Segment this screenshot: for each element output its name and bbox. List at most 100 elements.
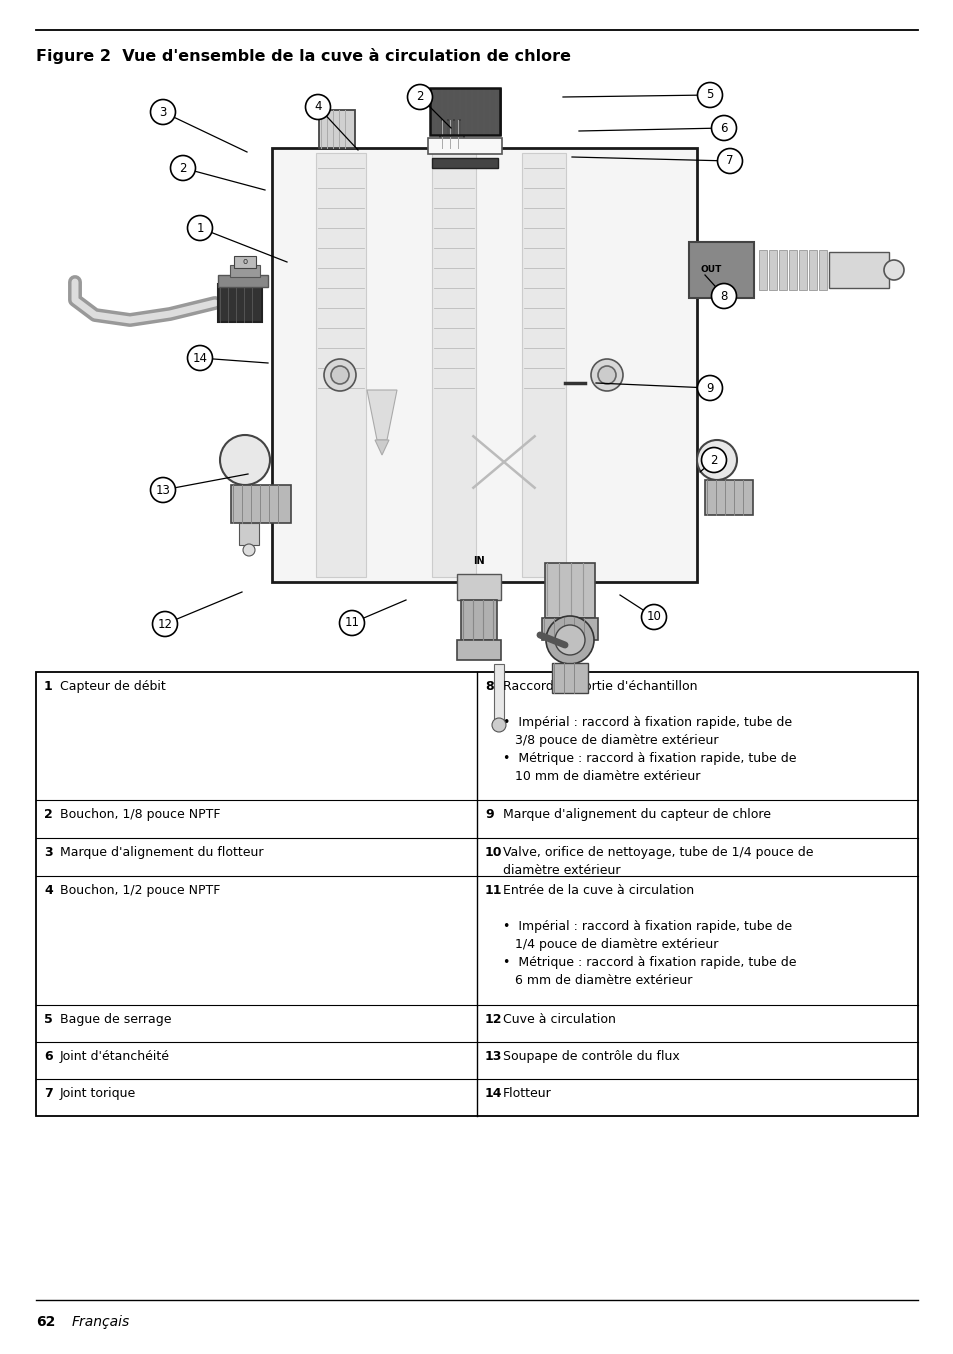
Text: Raccord de sortie d'échantillon

•  Impérial : raccord à fixation rapide, tube d: Raccord de sortie d'échantillon • Impéri…: [502, 680, 796, 783]
Bar: [218, 275, 268, 287]
Circle shape: [545, 616, 594, 663]
Circle shape: [590, 359, 622, 391]
Text: Français: Français: [71, 1315, 131, 1330]
Text: Flotteur: Flotteur: [502, 1087, 551, 1099]
Bar: [218, 284, 262, 322]
Circle shape: [711, 283, 736, 309]
Text: 1: 1: [196, 222, 204, 234]
Text: 10: 10: [646, 611, 660, 623]
Text: 9: 9: [705, 382, 713, 394]
Circle shape: [640, 604, 666, 630]
Text: Marque d'alignement du capteur de chlore: Marque d'alignement du capteur de chlore: [502, 808, 770, 821]
Circle shape: [717, 149, 741, 173]
Text: Valve, orifice de nettoyage, tube de 1/4 pouce de
diamètre extérieur: Valve, orifice de nettoyage, tube de 1/4…: [502, 846, 813, 877]
Circle shape: [151, 478, 175, 502]
Text: 6: 6: [720, 122, 727, 134]
Polygon shape: [367, 390, 396, 440]
Bar: [456, 640, 500, 659]
Text: 3: 3: [44, 846, 52, 858]
Bar: [483, 88, 489, 135]
Text: IN: IN: [473, 556, 484, 566]
Bar: [448, 88, 453, 135]
Bar: [231, 485, 291, 523]
Bar: [490, 88, 495, 135]
Text: 2: 2: [44, 808, 52, 821]
Circle shape: [598, 366, 616, 385]
Circle shape: [152, 612, 177, 636]
Circle shape: [700, 448, 726, 473]
Bar: [436, 88, 440, 135]
Bar: [688, 242, 753, 298]
Bar: [768, 250, 776, 290]
Text: 12: 12: [484, 1013, 502, 1026]
Bar: [432, 153, 476, 577]
Circle shape: [339, 611, 364, 635]
Bar: [36, 672, 917, 1116]
Circle shape: [151, 99, 175, 125]
Bar: [779, 250, 786, 290]
Circle shape: [305, 95, 330, 119]
Circle shape: [331, 366, 349, 385]
Text: Cuve à circulation: Cuve à circulation: [502, 1013, 616, 1026]
Text: Entrée de la cuve à circulation

•  Impérial : raccord à fixation rapide, tube d: Entrée de la cuve à circulation • Impéri…: [502, 884, 796, 987]
Text: Capteur de débit: Capteur de débit: [60, 680, 166, 693]
Bar: [541, 617, 598, 640]
Bar: [808, 250, 816, 290]
Bar: [439, 121, 463, 148]
Circle shape: [711, 115, 736, 141]
Text: Marque d'alignement du flotteur: Marque d'alignement du flotteur: [60, 846, 263, 858]
Text: OUT: OUT: [700, 265, 720, 275]
Text: o: o: [242, 257, 247, 267]
Circle shape: [555, 626, 584, 655]
Text: 14: 14: [193, 352, 208, 364]
Bar: [456, 574, 500, 600]
Bar: [465, 88, 471, 135]
Bar: [818, 250, 826, 290]
Bar: [441, 88, 447, 135]
Text: 2: 2: [179, 161, 187, 175]
Text: 4: 4: [314, 100, 321, 114]
Bar: [318, 110, 355, 148]
Text: Joint d'étanchéité: Joint d'étanchéité: [60, 1049, 170, 1063]
Circle shape: [188, 345, 213, 371]
Circle shape: [171, 156, 195, 180]
Polygon shape: [375, 440, 389, 455]
Bar: [430, 88, 435, 135]
Text: 7: 7: [725, 154, 733, 168]
Text: 6: 6: [44, 1049, 52, 1063]
Text: 13: 13: [484, 1049, 502, 1063]
Text: Soupape de contrôle du flux: Soupape de contrôle du flux: [502, 1049, 679, 1063]
Bar: [788, 250, 796, 290]
Text: 12: 12: [157, 617, 172, 631]
Text: 62: 62: [36, 1315, 55, 1330]
Bar: [428, 138, 501, 154]
Text: Figure 2  Vue d'ensemble de la cuve à circulation de chlore: Figure 2 Vue d'ensemble de la cuve à cir…: [36, 47, 571, 64]
Bar: [454, 88, 458, 135]
Text: 11: 11: [344, 616, 359, 630]
Circle shape: [188, 215, 213, 241]
Bar: [494, 663, 503, 722]
Text: 4: 4: [44, 884, 52, 896]
Bar: [552, 663, 587, 693]
Bar: [460, 600, 497, 640]
Circle shape: [220, 435, 270, 485]
Text: 3: 3: [159, 106, 167, 119]
Text: 2: 2: [709, 454, 717, 467]
Text: 1: 1: [44, 680, 52, 693]
Text: 5: 5: [44, 1013, 52, 1026]
Text: 8: 8: [720, 290, 727, 302]
Text: 7: 7: [44, 1087, 52, 1099]
Text: 9: 9: [484, 808, 493, 821]
Circle shape: [697, 375, 721, 401]
Circle shape: [883, 260, 903, 280]
Bar: [272, 148, 697, 582]
Bar: [233, 256, 255, 268]
Text: Bouchon, 1/2 pouce NPTF: Bouchon, 1/2 pouce NPTF: [60, 884, 220, 896]
Bar: [828, 252, 888, 288]
Text: Bague de serrage: Bague de serrage: [60, 1013, 172, 1026]
Text: 8: 8: [484, 680, 493, 693]
Text: 2: 2: [416, 91, 423, 103]
Bar: [477, 88, 482, 135]
Bar: [459, 88, 464, 135]
Bar: [544, 563, 595, 617]
